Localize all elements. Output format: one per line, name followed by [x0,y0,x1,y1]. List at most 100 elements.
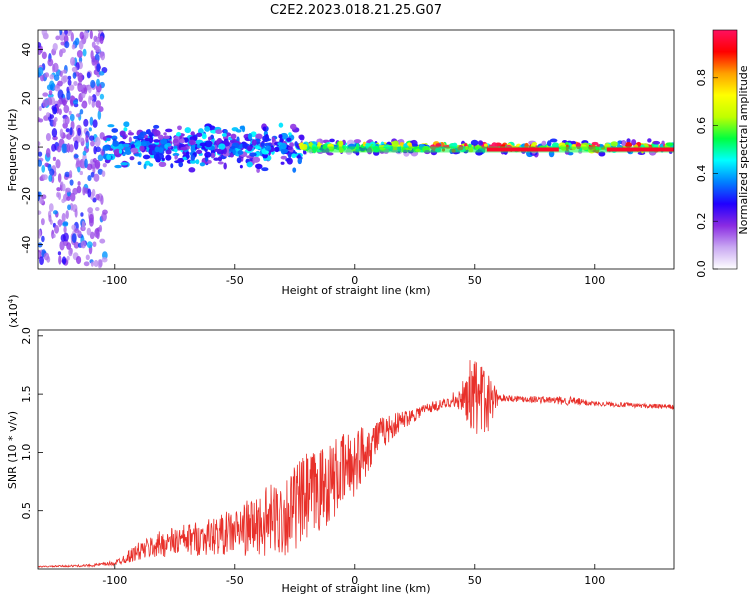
spectrogram-cell [154,146,160,153]
spectrogram-cell [64,30,68,36]
spectrogram-cell [178,161,184,168]
spectrogram-cell [260,142,265,147]
spectrogram-cell [264,145,272,151]
spectrogram-y-label: Frequency (Hz) [6,109,19,192]
spectrogram-cell [74,37,80,46]
spectrogram-cell [148,136,154,144]
spectrogram-cell [255,146,262,150]
spectrogram-cell [38,141,41,147]
spectrogram-cell [122,143,130,148]
spectrogram-cell [90,140,95,147]
spectrogram-cell [44,162,50,167]
spectrogram-cell [133,135,139,140]
spectrogram-cell [99,238,106,244]
spectrogram-cell [68,84,75,91]
spectrogram-cell [189,136,198,141]
spectrogram-cell [301,143,308,150]
spectrogram-cell [230,133,237,140]
spectrogram-cell [549,138,558,143]
spectrogram-cell [46,97,53,106]
spectrogram-cell [216,139,220,146]
spectrogram-cell [91,94,97,103]
spectrogram-cell [86,71,91,79]
spectrogram-cell [66,196,71,201]
spectrogram-cell [65,187,71,193]
spectrogram-cell [232,149,236,155]
spectrogram-cell [124,146,132,153]
spectrogram-cell [71,44,76,50]
spectrogram-cell [73,154,79,159]
snr-x-label: Height of straight line (km) [281,582,430,595]
spectrogram-cell [91,41,96,48]
colorbar-tick-label: 0.8 [695,69,708,87]
spectrogram-cell [82,186,86,196]
spectrogram-cell [652,140,661,145]
spectrogram-cell [129,156,135,161]
spectrogram-cell [98,259,103,268]
spectrogram-cell [165,128,173,133]
spectrogram-cell [49,74,55,80]
spectrogram-cell [82,48,87,57]
snr-x-tick-label: -50 [226,574,244,587]
spectrogram-cell [287,146,293,150]
spectrogram-cell [144,137,150,142]
spectrogram-cell [190,131,195,136]
spectrogram-cell [38,42,42,48]
spectrogram-cell [45,147,51,158]
spectrogram-cell [118,149,123,154]
spectrogram-cell [88,127,92,132]
spectrogram-cell [68,170,73,178]
spectrogram-cell [62,221,69,226]
svg-text:(x104): (x104) [7,294,20,328]
spectrogram-cell [47,58,54,67]
spectrogram-cell [280,155,288,160]
spectrogram-cell [45,133,51,142]
spectrogram-y-tick-label: 20 [20,91,33,105]
spectrogram-cell [52,42,58,51]
spectrogram-cell [38,210,42,215]
spectrogram-cell [92,197,97,203]
spectrogram-cell [279,138,284,144]
spectrogram-cell [172,138,179,144]
colorbar-tick-label: 0.0 [695,260,708,278]
spectrogram-cell [80,240,87,249]
spectrogram-cell [546,140,552,147]
spectrogram-cell [188,139,196,146]
spectrogram-cell [286,137,292,142]
spectrogram-cell [207,159,212,164]
snr-x-tick-label: 50 [468,574,482,587]
spectrogram-cell [63,226,67,234]
spectrogram-cell [47,163,52,172]
spectrogram-cell [95,193,100,201]
spectrogram-cell [255,163,263,170]
spectrogram-cell [112,140,120,147]
spectrogram-cell [230,145,236,150]
spectrogram-cell [52,233,56,239]
spectrogram-cell [86,241,93,249]
spectrogram-cell [111,128,119,133]
spectrogram-cell [204,140,213,148]
spectrogram-cell [165,149,172,155]
spectrogram-cell [180,146,188,151]
spectrogram-cell [174,147,178,153]
spectrogram-x-label: Height of straight line (km) [281,284,430,297]
spectrogram-cell [59,240,65,251]
spectrogram-cell [41,30,48,37]
spectrogram-cell [75,255,82,265]
snr-plot-area [38,330,674,569]
spectrogram-cell [286,157,293,165]
spectrogram-cell [64,116,70,125]
spectrogram-cell [598,151,606,157]
spectrogram-cell [177,125,182,131]
spectrogram-y-tick-label: -20 [20,187,33,205]
colorbar-tick-label: 0.6 [695,117,708,135]
spectrogram-cell [223,129,228,134]
spectrogram-cell [291,153,297,159]
spectrogram-cell [64,171,70,178]
spectrogram-cell [98,106,104,113]
spectrogram-cell [42,99,49,108]
spectrogram-cell [184,127,192,134]
spectrogram-cell [237,150,244,155]
spectrogram-cell [95,46,101,53]
snr-y-tick-label: 0.5 [20,502,33,519]
